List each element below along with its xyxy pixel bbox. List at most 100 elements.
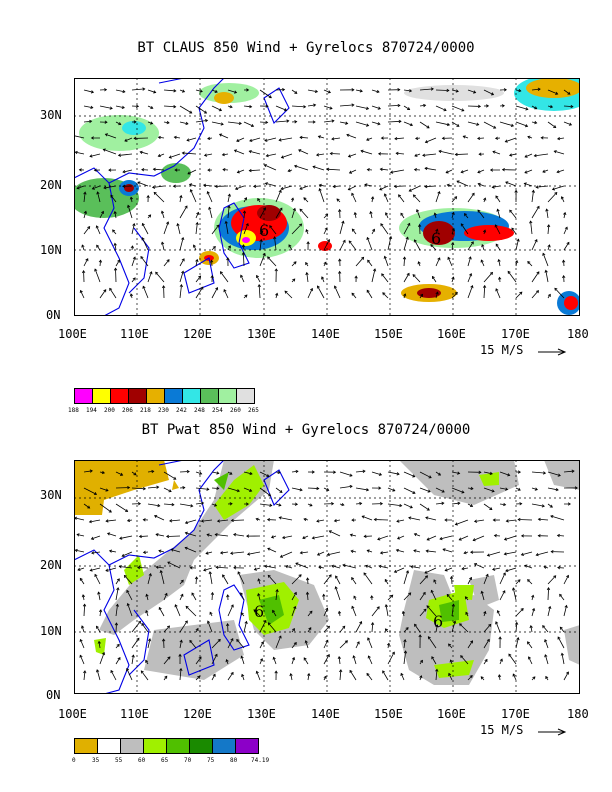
wind-vector: [83, 503, 91, 509]
wind-vector: [99, 120, 108, 124]
wind-vector: [241, 244, 246, 251]
wind-vector: [89, 567, 101, 572]
wind-vector: [483, 658, 488, 665]
wind-vector: [179, 236, 185, 251]
wind-vector: [88, 519, 101, 524]
wind-vector: [467, 503, 474, 507]
wind-vector: [537, 534, 549, 538]
wind-vector: [259, 89, 272, 99]
wind-vector: [544, 638, 549, 649]
wind-vector: [515, 88, 522, 93]
wind-vector: [370, 621, 375, 633]
wind-vector: [208, 571, 213, 585]
wind-vector: [163, 259, 170, 267]
bottom-lat-label: 0N: [46, 688, 61, 702]
wind-vector: [257, 593, 261, 601]
wind-vector: [557, 136, 565, 141]
wind-vector: [318, 565, 325, 570]
wind-vector: [426, 535, 437, 541]
bottom-lat-label: 10N: [40, 624, 62, 638]
wind-vector: [83, 89, 95, 94]
wind-vector: [114, 622, 119, 633]
wind-vector: [243, 471, 253, 476]
wind-vector: [403, 293, 407, 299]
wind-vector: [467, 470, 482, 474]
colorbar-label: 35: [92, 757, 100, 764]
wind-vector: [363, 572, 373, 585]
wind-vector: [96, 669, 101, 681]
top-lat-label: 0N: [46, 308, 61, 322]
wind-vector: [449, 575, 454, 585]
wind-vector: [363, 534, 373, 539]
wind-vector: [195, 89, 203, 93]
wind-vector: [366, 137, 373, 141]
wind-vector: [505, 181, 517, 187]
wind-vector: [370, 196, 375, 203]
wind-vector: [91, 551, 101, 555]
wind-vector: [264, 182, 277, 187]
wind-vector: [544, 654, 549, 665]
wind-vector: [274, 670, 278, 681]
wind-vector: [179, 667, 183, 681]
bottom-lon-label: 110E: [120, 707, 149, 721]
wind-vector: [351, 292, 357, 299]
wind-vector: [515, 470, 522, 474]
wind-vector: [93, 168, 101, 172]
wind-vector: [115, 643, 120, 649]
wind-vector: [323, 487, 330, 492]
wind-vector: [74, 548, 85, 553]
wind-vector: [248, 168, 261, 173]
wind-vector: [202, 183, 213, 188]
wind-vector: [119, 535, 133, 540]
wind-vector: [483, 610, 487, 617]
wind-vector: [430, 244, 437, 251]
wind-vector: [451, 471, 461, 475]
wind-vector: [126, 518, 133, 523]
wind-vector: [211, 121, 224, 126]
wind-vector: [563, 671, 569, 681]
wind-vector: [346, 133, 357, 139]
wind-vector: [163, 656, 171, 665]
wind-vector: [185, 605, 197, 617]
wind-vector: [243, 487, 253, 492]
wind-vector: [451, 105, 465, 112]
wind-vector: [160, 210, 165, 219]
wind-vector: [447, 256, 453, 267]
wind-vector: [435, 487, 445, 493]
wind-vector: [419, 608, 427, 617]
wind-vector: [147, 503, 161, 508]
wind-vector: [531, 205, 540, 219]
wind-vector: [336, 198, 341, 203]
wind-vector: [179, 89, 186, 93]
wind-vector: [147, 469, 155, 474]
wind-vector: [118, 565, 133, 569]
wind-vector: [366, 289, 373, 299]
wind-vector: [243, 222, 249, 235]
wind-vector: [115, 89, 126, 94]
wind-vector: [195, 675, 201, 681]
wind-vector: [281, 535, 293, 540]
wind-vector: [267, 547, 277, 553]
wind-vector: [540, 136, 549, 140]
colorbar-label: 206: [122, 407, 133, 414]
wind-vector: [413, 532, 421, 537]
wind-vector: [266, 517, 277, 522]
wind-vector: [275, 189, 282, 203]
wind-vector: [226, 257, 230, 267]
wind-vector: [230, 518, 245, 523]
wind-vector: [83, 210, 88, 219]
wind-vector: [422, 153, 437, 157]
wind-vector: [131, 87, 146, 91]
wind-vector: [94, 268, 101, 283]
wind-vector: [237, 571, 245, 585]
wind-vector: [403, 627, 409, 633]
wind-vector: [353, 595, 357, 601]
wind-vector: [257, 578, 261, 585]
wind-vector: [259, 503, 273, 507]
wind-vector: [97, 591, 101, 601]
wind-vector: [108, 168, 117, 172]
wind-vector: [221, 152, 229, 157]
wind-vector: [419, 87, 434, 91]
wind-vector: [483, 471, 493, 476]
wind-vector: [331, 564, 341, 569]
